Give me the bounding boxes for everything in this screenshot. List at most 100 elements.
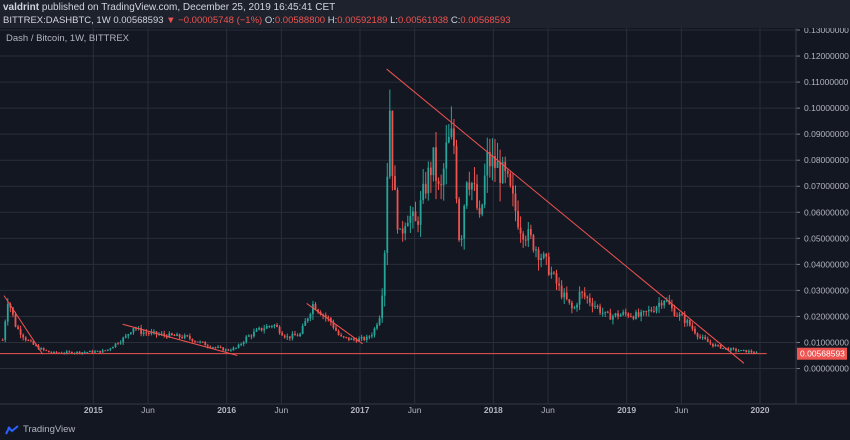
candle-body [191,338,194,342]
candle-body [450,128,453,137]
candle-body [550,272,553,275]
candle-body [476,184,478,208]
candle-body [478,207,481,215]
symbol-label: BITTREX:DASHBTC, 1W [3,15,111,26]
candle-body [358,338,360,342]
candle-body [142,332,145,334]
candle-body [701,336,704,338]
candle-body [312,304,314,315]
tradingview-icon [5,424,19,434]
candle-body [499,161,501,183]
candle-body [296,335,299,337]
candle-body [353,338,355,340]
candle-body [442,168,445,186]
candle-body [94,351,96,353]
author-name[interactable]: valdrint [3,2,40,13]
candle-body [663,301,666,306]
price-change: ▼ −0.00005748 (−1%) [166,15,263,26]
candle-body [235,347,237,349]
candle-body [253,331,255,337]
candle-body [617,313,619,317]
candle-body [429,167,432,176]
candle-body [106,349,109,351]
candle-body [506,171,509,174]
candle-body [483,175,486,205]
candle-body [101,350,104,353]
candle-body [40,348,43,350]
x-tick-label: Jun [541,405,555,415]
candle-body [337,330,340,335]
open-value: 0.00588800 [274,15,326,26]
candle-body [437,180,440,185]
price-chart[interactable]: 0.13000000 0.12000000 0.11000000 0.10000000… [0,28,850,418]
candle-body [47,350,50,353]
trendline-major-downtrend[interactable] [386,68,745,364]
candle-body [612,315,614,320]
candle-body [512,185,514,194]
tradingview-logo[interactable]: TradingView [5,424,75,435]
candle-body [288,336,291,339]
candle-body [463,205,466,239]
candle-body [188,336,191,339]
candle-body [599,306,601,313]
candle-body [671,304,673,309]
candle-body [545,253,548,257]
candle-body [35,344,37,346]
candle-body [76,351,78,354]
candle-body [455,145,458,200]
candle-body [719,344,722,349]
candle-body [14,314,17,327]
candle-body [196,341,199,343]
candle-body [391,110,394,176]
candle-body [117,343,119,345]
candle-body [281,333,284,336]
trendline-2015-downtrend[interactable] [122,323,238,356]
candle-body [496,161,499,168]
candle-body [517,210,519,228]
trendline-2014-downtrend[interactable] [3,295,44,355]
candle-body [468,182,471,190]
candle-body [371,335,373,337]
y-tick-label: 0.08000000 [804,155,849,165]
chart-header: valdrint published on TradingView.com, D… [0,0,850,29]
candle-body [376,324,378,329]
candle-body [596,305,599,307]
candle-body [632,316,635,319]
candle-body [465,182,468,206]
y-tick-label: 0.09000000 [804,129,849,139]
candle-body [132,328,135,333]
candle-body [171,333,173,335]
candle-body [427,167,430,194]
candle-body [650,309,653,312]
candle-body [573,307,576,309]
candle-body [422,183,425,201]
candle-body [706,339,709,342]
x-tick-label: Jun [274,405,288,415]
y-tick-label: 0.10000000 [804,103,849,113]
candle-body [606,311,609,313]
candle-body [524,239,527,241]
x-tick-label: 2018 [484,405,503,415]
candle-body [27,340,30,342]
low-value: 0.00561938 [398,15,449,26]
candle-body [535,249,537,251]
x-tick-label: Jun [674,405,688,415]
candle-body [635,312,637,319]
candle-body [742,349,745,351]
candle-body [368,336,371,338]
candle-body [240,344,243,346]
chart-symbol-label: Dash / Bitcoin, 1W, BITTREX [6,33,130,44]
y-tick-label: 0.00000000 [804,364,849,374]
candle-body [365,336,368,340]
candle-body [747,350,750,353]
candle-body [186,335,189,337]
candle-body [204,342,207,346]
candle-body [717,344,719,346]
candle-body [658,302,660,307]
candle-body [737,350,740,352]
candle-body [653,311,655,313]
candle-body [153,331,155,333]
trendline-2016-downtrend[interactable] [306,303,363,345]
candle-body [114,343,117,347]
candle-body [4,321,7,340]
